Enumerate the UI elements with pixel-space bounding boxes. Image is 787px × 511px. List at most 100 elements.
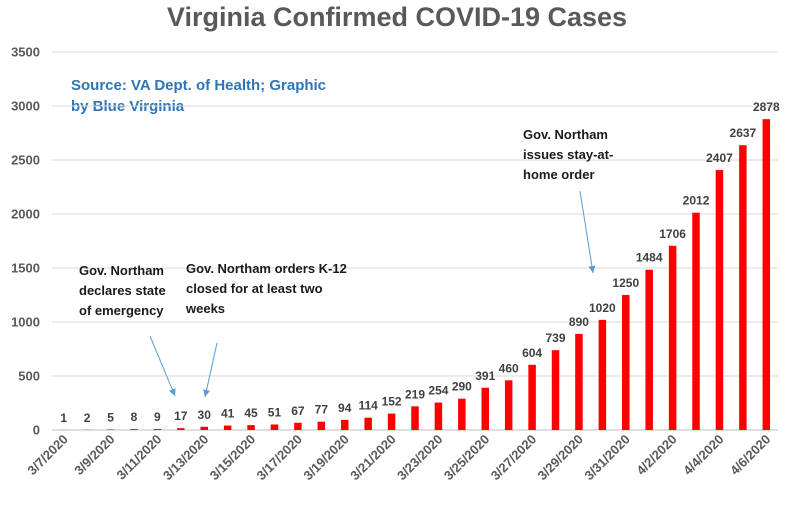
data-label: 1020	[589, 301, 616, 315]
arrowhead	[588, 265, 596, 273]
data-label: 391	[475, 369, 495, 383]
annotation-line: home order	[523, 167, 595, 182]
bar	[504, 380, 513, 430]
bar	[481, 387, 490, 430]
x-tick-label: 3/13/2020	[160, 432, 212, 484]
x-tick-label: 3/27/2020	[488, 432, 540, 484]
x-tick-label: 4/6/2020	[727, 432, 773, 478]
arrowhead	[203, 389, 210, 397]
source-line: Source: VA Dept. of Health; Graphic	[71, 77, 326, 94]
bar	[411, 406, 419, 430]
y-tick-label: 0	[33, 423, 40, 438]
x-tick-label: 3/17/2020	[254, 432, 306, 484]
bar	[598, 319, 607, 430]
annotation-line: issues stay-at-	[523, 147, 613, 162]
annotation-arrow	[204, 342, 218, 398]
bar	[294, 422, 302, 430]
y-tick-label: 3500	[11, 45, 40, 60]
x-axis: 3/7/2020 3/9/20203/11/20203/13/20203/15/2…	[24, 432, 773, 484]
bar	[223, 425, 232, 430]
data-label: 1706	[659, 227, 686, 241]
bar	[551, 350, 560, 430]
bar	[317, 421, 326, 430]
data-label: 2637	[730, 126, 757, 140]
annotation-line: closed for at least two	[186, 281, 323, 296]
annotation-line: Gov. Northam orders K-12	[186, 261, 347, 276]
data-label: 51	[268, 405, 282, 419]
x-tick-label: 3/9/2020	[71, 432, 117, 478]
bar	[340, 419, 349, 430]
annotation-line: Gov. Northam	[523, 127, 608, 142]
data-label: 9	[154, 410, 161, 424]
bar	[668, 245, 677, 430]
y-axis: 0 500 1000 1500 2000 2500 3000 3500	[11, 45, 40, 438]
annotation-line: weeks	[185, 301, 225, 316]
data-label: 290	[452, 380, 472, 394]
data-label: 890	[569, 315, 589, 329]
bar	[715, 170, 724, 430]
bar	[153, 429, 162, 430]
data-label: 8	[131, 410, 138, 424]
bar	[762, 119, 771, 431]
bar	[130, 429, 138, 430]
bar	[645, 269, 653, 430]
data-label: 2	[84, 411, 91, 425]
data-label: 460	[499, 361, 519, 375]
x-tick-label: 3/19/2020	[300, 432, 352, 484]
bar	[364, 417, 372, 430]
x-tick-label: 4/2/2020	[633, 432, 679, 478]
x-tick-label: 3/11/2020	[114, 432, 165, 483]
data-label: 1484	[636, 251, 663, 265]
x-tick-label: 3/25/2020	[441, 432, 493, 484]
y-tick-label: 1500	[11, 261, 40, 276]
x-tick-label: 3/29/2020	[535, 432, 587, 484]
arrowhead	[169, 388, 176, 396]
bar	[270, 424, 279, 430]
data-label: 219	[405, 387, 425, 401]
bar	[200, 426, 208, 430]
data-label: 5	[107, 410, 114, 424]
annotation-line: Gov. Northam	[79, 263, 164, 278]
annotation-arrow	[579, 190, 594, 274]
bars	[59, 119, 771, 431]
data-label: 1250	[612, 276, 639, 290]
bar	[528, 364, 536, 430]
y-tick-label: 500	[18, 369, 40, 384]
y-tick-label: 3000	[11, 99, 40, 114]
data-label: 30	[198, 408, 212, 422]
bar	[739, 145, 747, 431]
annotations: Gov. Northam declares state of emergency Go…	[79, 127, 613, 398]
data-label: 1	[60, 411, 67, 425]
y-tick-label: 2000	[11, 207, 40, 222]
annotation-line: declares state	[79, 283, 166, 298]
data-label: 739	[546, 331, 566, 345]
x-tick-label: 3/7/2020	[24, 432, 70, 478]
x-tick-label: 3/15/2020	[207, 432, 259, 484]
bar	[692, 212, 700, 430]
x-tick-label: 3/31/2020	[581, 432, 633, 484]
data-label: 2407	[706, 151, 733, 165]
data-label: 152	[382, 395, 402, 409]
bar	[387, 413, 396, 430]
annotation-line: of emergency	[79, 303, 164, 318]
annotation-arrow	[149, 335, 176, 397]
bar	[458, 398, 466, 430]
bar	[247, 425, 255, 430]
bar	[434, 402, 443, 430]
data-label: 41	[221, 407, 235, 421]
data-label: 114	[358, 399, 378, 413]
bar	[177, 428, 185, 430]
data-label: 45	[244, 406, 258, 420]
data-label: 2878	[753, 100, 780, 114]
data-label: 77	[315, 403, 329, 417]
data-label: 17	[174, 409, 188, 423]
chart-title: Virginia Confirmed COVID-19 Cases	[167, 2, 627, 32]
data-label: 2012	[683, 194, 710, 208]
data-label: 67	[291, 404, 305, 418]
x-tick-label: 3/23/2020	[394, 432, 446, 484]
data-label: 604	[522, 346, 542, 360]
bar	[622, 295, 630, 430]
